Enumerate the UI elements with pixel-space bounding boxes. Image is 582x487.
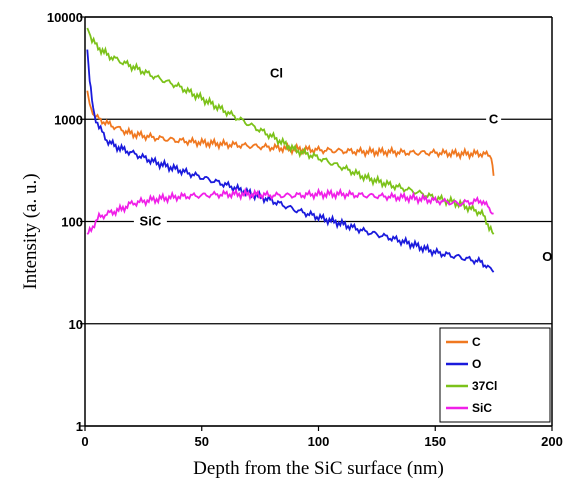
series-line-c — [86, 90, 495, 176]
annotation-background — [264, 64, 289, 81]
annotation-label: Cl — [270, 66, 283, 81]
y-axis-label: Intensity (a. u.) — [20, 173, 41, 289]
legend-entry: SiC — [472, 401, 492, 415]
legend-entry: C — [472, 335, 481, 349]
legend-entry: O — [472, 357, 481, 371]
x-tick-label: 200 — [541, 434, 563, 449]
axes — [80, 16, 553, 431]
x-tick-label: 50 — [195, 434, 209, 449]
series-line-sic — [86, 187, 494, 235]
x-axis-label: Depth from the SiC surface (nm) — [193, 458, 444, 479]
annotation-label: SiC — [140, 214, 162, 229]
series-line-o — [86, 49, 495, 273]
legend-box — [439, 327, 551, 423]
y-tick-label: 10000 — [47, 10, 83, 25]
y-tick-label: 1 — [76, 419, 83, 434]
y-tick-label: 1000 — [54, 112, 83, 127]
x-tick-label: 0 — [81, 434, 88, 449]
annotations: Cl C SiC O — [133, 64, 555, 264]
x-tick-label: 100 — [308, 434, 330, 449]
series-line-37cl — [86, 27, 495, 235]
annotation-background — [539, 247, 555, 264]
x-tick-label: 150 — [424, 434, 446, 449]
y-tick-label: 10 — [69, 317, 83, 332]
legend: CO 37Cl SiC — [439, 327, 551, 423]
series-lines — [86, 27, 495, 273]
legend-entry: 37Cl — [472, 379, 497, 393]
y-tick-label: 100 — [61, 215, 83, 230]
annotation-background — [486, 110, 502, 127]
annotation-background — [133, 212, 167, 229]
tick-labels: 0 50 100 150 200 1 10 100 1000 10000 — [47, 10, 563, 449]
annotation-label: O — [542, 249, 552, 264]
annotation-label: C — [489, 111, 499, 126]
